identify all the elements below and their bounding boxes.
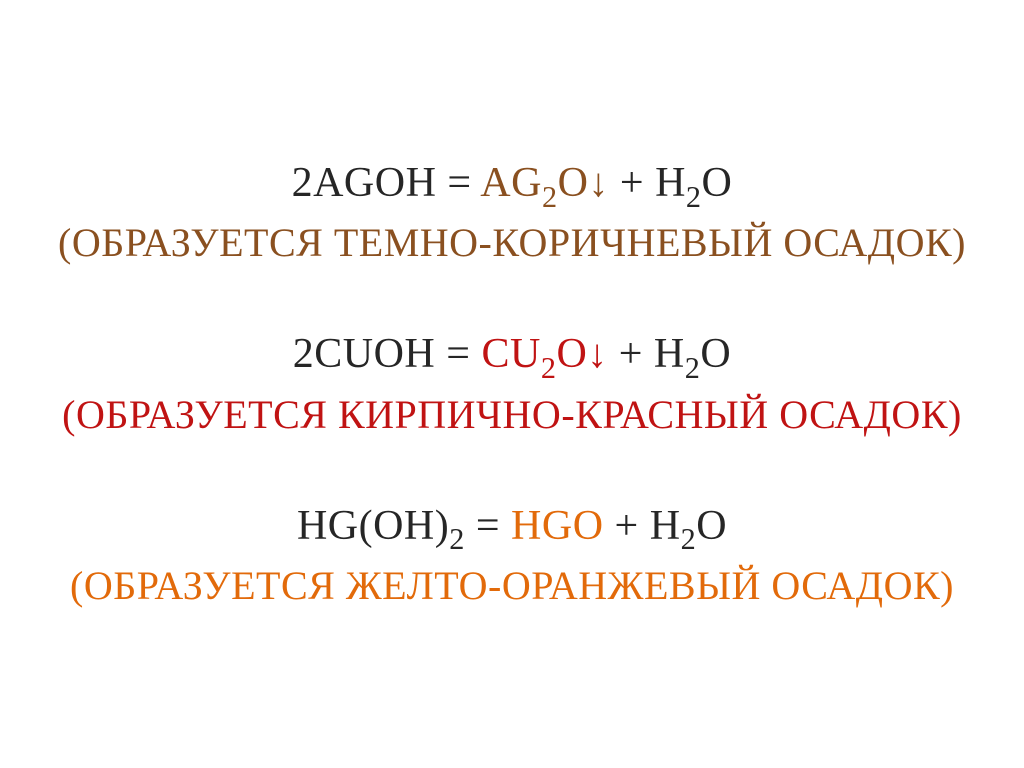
reaction-block-1: 2AGOH = AG2O↓ + H2O (ОБРАЗУЕТСЯ ТЕМНО-КО… — [58, 155, 966, 270]
slide: 2AGOH = AG2O↓ + H2O (ОБРАЗУЕТСЯ ТЕМНО-КО… — [0, 0, 1024, 768]
eq-sign: = — [436, 160, 480, 206]
note-1: (ОБРАЗУЕТСЯ ТЕМНО-КОРИЧНЕВЫЙ ОСАДОК) — [58, 216, 966, 270]
product: AG2O↓ — [480, 160, 609, 206]
lhs: HG(OH)2 — [297, 503, 465, 549]
lhs: 2AGOH — [292, 160, 437, 206]
tail: + H2O — [609, 160, 733, 206]
equation-2: 2CUOH = CU2O↓ + H2O — [62, 326, 962, 387]
reaction-block-2: 2CUOH = CU2O↓ + H2O (ОБРАЗУЕТСЯ КИРПИЧНО… — [62, 326, 962, 441]
note-2: (ОБРАЗУЕТСЯ КИРПИЧНО-КРАСНЫЙ ОСАДОК) — [62, 388, 962, 442]
equation-3: HG(OH)2 = HGO + H2O — [70, 498, 954, 559]
note-3: (ОБРАЗУЕТСЯ ЖЕЛТО-ОРАНЖЕВЫЙ ОСАДОК) — [70, 559, 954, 613]
reaction-block-3: HG(OH)2 = HGO + H2O (ОБРАЗУЕТСЯ ЖЕЛТО-ОР… — [70, 498, 954, 613]
product: HGO — [511, 503, 604, 549]
equation-1: 2AGOH = AG2O↓ + H2O — [58, 155, 966, 216]
eq-sign: = — [435, 331, 481, 377]
eq-sign: = — [465, 503, 511, 549]
lhs: 2CUOH — [293, 331, 436, 377]
product: CU2O↓ — [481, 331, 607, 377]
tail: + H2O — [608, 331, 732, 377]
tail: + H2O — [604, 503, 728, 549]
